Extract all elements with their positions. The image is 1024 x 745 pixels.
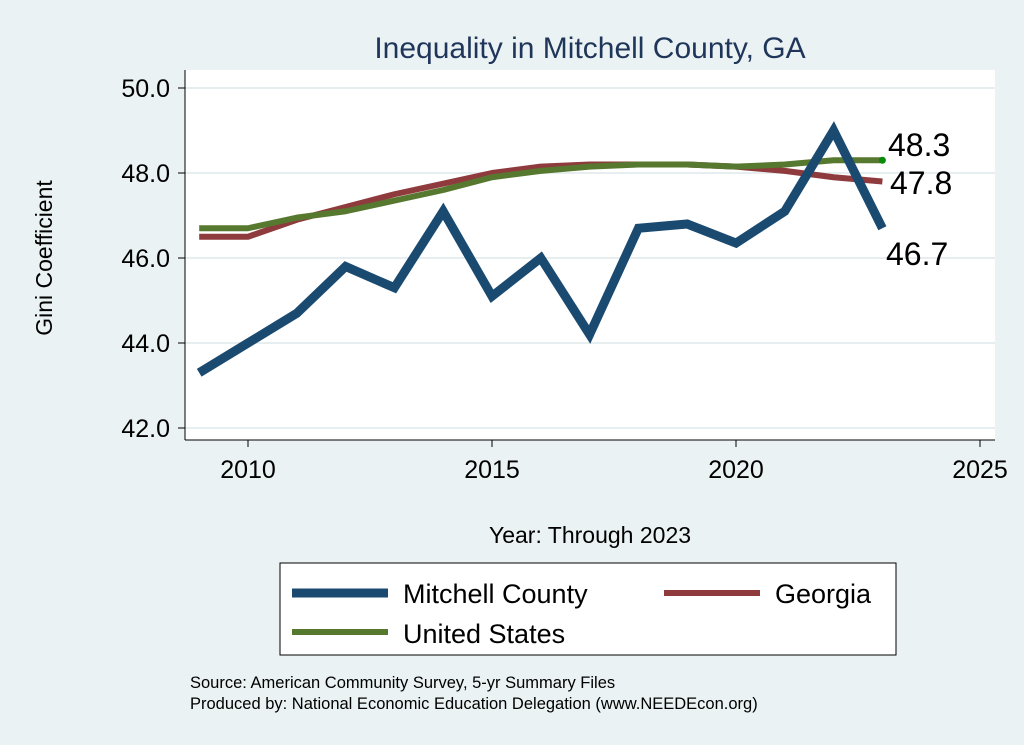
legend: Mitchell County Georgia United States <box>279 562 897 656</box>
x-tick-label: 2010 <box>220 456 276 484</box>
x-tick-label: 2020 <box>708 456 764 484</box>
x-tick-label: 2025 <box>952 456 1008 484</box>
end-label-mitchell-county: 46.7 <box>886 236 948 272</box>
chart-title: Inequality in Mitchell County, GA <box>374 32 805 65</box>
end-marker-united-states <box>878 156 886 164</box>
legend-box <box>279 562 897 656</box>
y-axis-label: Gini Coefficient <box>31 180 57 336</box>
legend-label-mitchell-county: Mitchell County <box>403 579 588 609</box>
y-tick-label: 46.0 <box>121 245 170 273</box>
y-tick-label: 42.0 <box>121 415 170 443</box>
x-tick-label: 2015 <box>464 456 520 484</box>
plot-area <box>185 70 995 440</box>
produced-note: Produced by: National Economic Education… <box>190 695 758 713</box>
end-label-georgia: 47.8 <box>890 165 952 201</box>
x-axis-label: Year: Through 2023 <box>489 522 691 548</box>
y-tick-label: 44.0 <box>121 330 170 358</box>
y-tick-label: 48.0 <box>121 160 170 188</box>
legend-label-united-states: United States <box>403 619 565 649</box>
legend-label-georgia: Georgia <box>775 579 872 609</box>
end-label-united-states: 48.3 <box>888 127 950 163</box>
y-tick-label: 50.0 <box>121 75 170 103</box>
source-note: Source: American Community Survey, 5-yr … <box>190 674 615 692</box>
